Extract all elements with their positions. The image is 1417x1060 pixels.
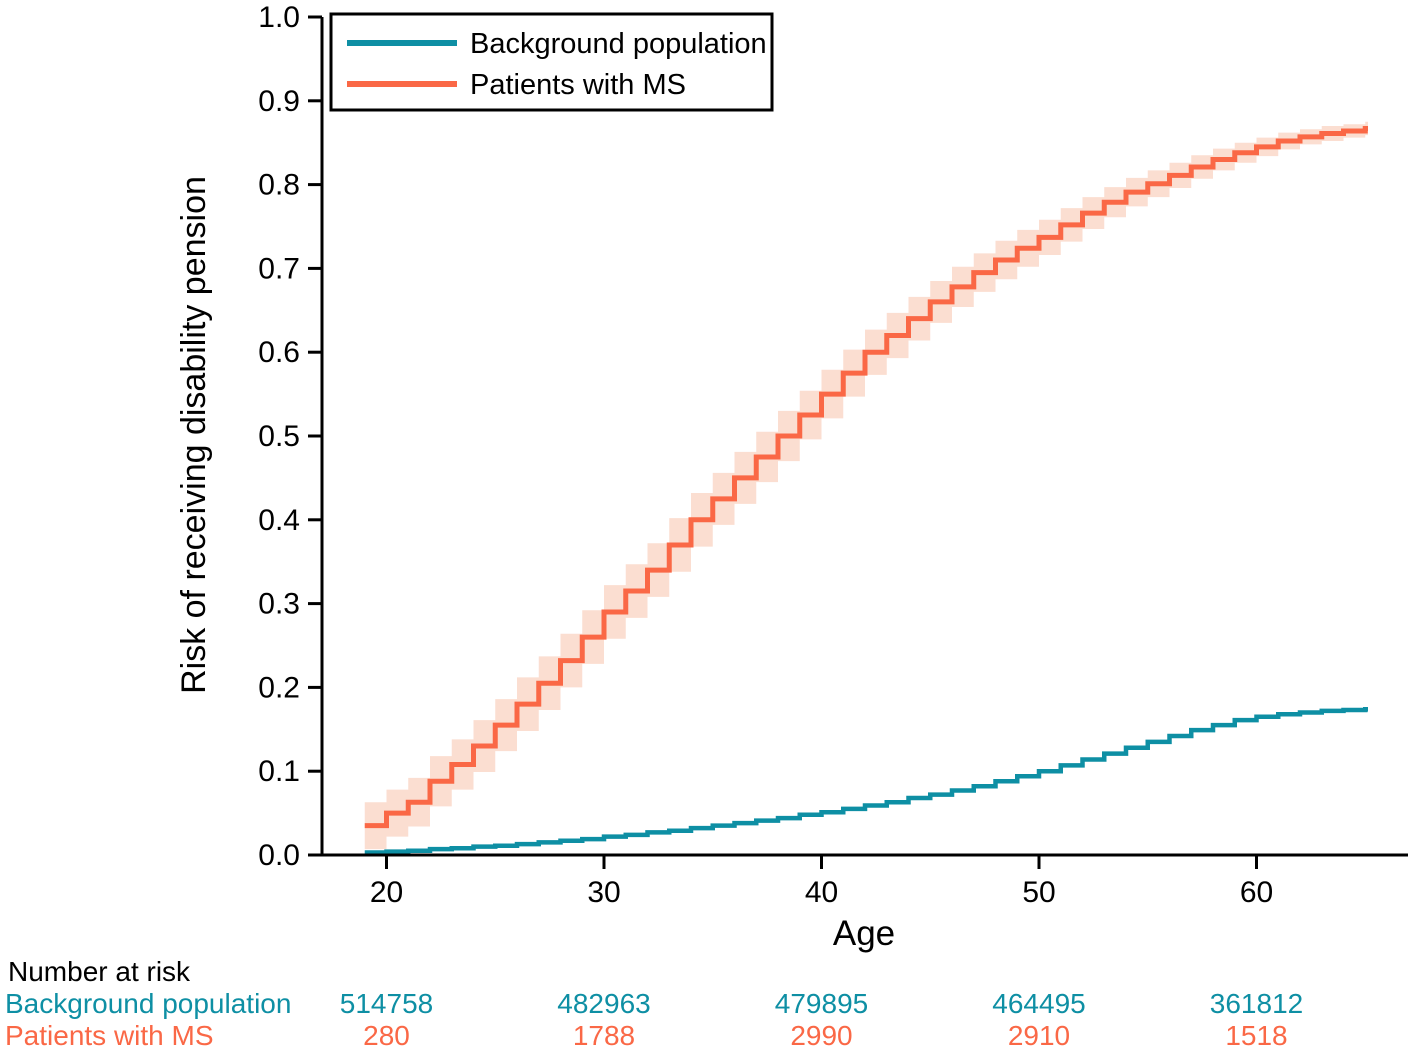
y-tick-label: 0.6 bbox=[258, 336, 300, 369]
risk-value: 514758 bbox=[340, 988, 433, 1019]
risk-value: 479895 bbox=[775, 988, 868, 1019]
risk-row-label-patients-ms: Patients with MS bbox=[5, 1020, 214, 1051]
risk-table-values: 514758 482963 479895 464495 361812 280 1788 299… bbox=[340, 988, 1303, 1051]
legend: Background population Patients with MS bbox=[329, 12, 774, 112]
risk-value: 361812 bbox=[1210, 988, 1303, 1019]
y-tick-label: 0.7 bbox=[258, 252, 300, 285]
ms-confidence-band bbox=[364, 121, 1368, 850]
x-tick-label: 30 bbox=[587, 876, 620, 909]
y-tick-label: 0.4 bbox=[258, 504, 300, 537]
y-tick-label: 0.0 bbox=[258, 839, 300, 872]
legend-box bbox=[329, 12, 774, 112]
ms-ci-band-group bbox=[364, 121, 1368, 850]
legend-label-background-population: Background population bbox=[470, 28, 767, 60]
y-axis-ticks: 0.0 0.1 0.2 0.3 0.4 0.5 0.6 0.7 0.8 0.9 1.0 bbox=[258, 1, 322, 872]
risk-value: 1518 bbox=[1225, 1020, 1287, 1051]
y-axis-title: Risk of receiving disability pension bbox=[175, 176, 213, 694]
curve-group bbox=[364, 125, 1368, 855]
x-tick-label: 20 bbox=[370, 876, 403, 909]
risk-value: 482963 bbox=[557, 988, 650, 1019]
risk-value: 280 bbox=[363, 1020, 410, 1051]
risk-value: 464495 bbox=[992, 988, 1085, 1019]
x-tick-label: 50 bbox=[1022, 876, 1055, 909]
legend-label-patients-ms: Patients with MS bbox=[470, 69, 686, 101]
x-axis-ticks: 20 30 40 50 60 bbox=[370, 855, 1273, 909]
risk-value: 1788 bbox=[573, 1020, 635, 1051]
x-tick-label: 40 bbox=[805, 876, 838, 909]
y-tick-label: 0.9 bbox=[258, 85, 300, 118]
y-tick-label: 0.8 bbox=[258, 169, 300, 202]
series-patients-ms-line bbox=[364, 125, 1368, 829]
axes: 0.0 0.1 0.2 0.3 0.4 0.5 0.6 0.7 0.8 0.9 1.0 20 30 40… bbox=[175, 1, 1408, 953]
risk-value: 2910 bbox=[1008, 1020, 1070, 1051]
y-tick-label: 0.5 bbox=[258, 420, 300, 453]
y-tick-label: 0.2 bbox=[258, 671, 300, 704]
x-axis-title: Age bbox=[833, 914, 895, 953]
y-tick-label: 0.3 bbox=[258, 588, 300, 621]
number-at-risk-table: Number at risk Background population Pat… bbox=[5, 956, 1303, 1051]
risk-row-label-background-population: Background population bbox=[5, 988, 291, 1019]
risk-table-title: Number at risk bbox=[8, 956, 191, 987]
x-tick-label: 60 bbox=[1240, 876, 1273, 909]
series-background-population-line bbox=[364, 706, 1368, 855]
risk-value: 2990 bbox=[790, 1020, 852, 1051]
y-tick-label: 1.0 bbox=[258, 1, 300, 34]
y-tick-label: 0.1 bbox=[258, 755, 300, 788]
